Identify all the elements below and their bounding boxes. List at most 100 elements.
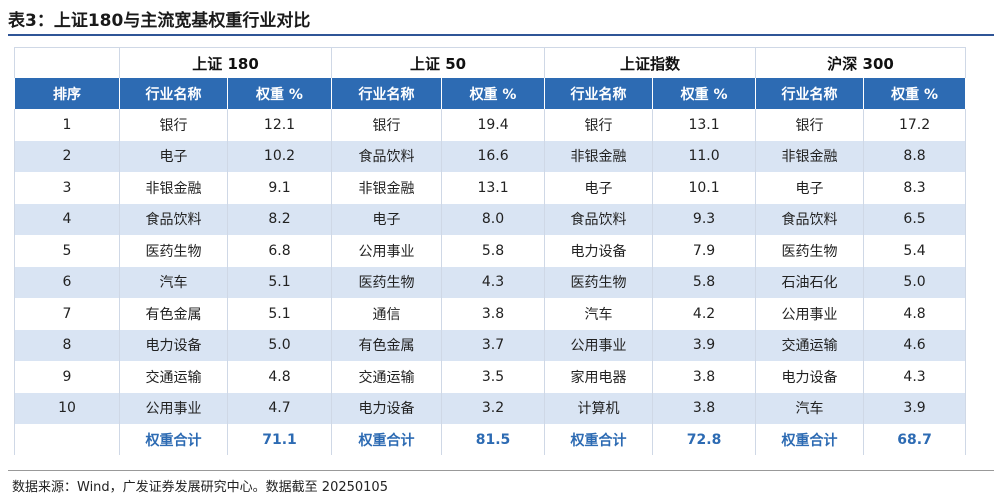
weight-cell: 4.3 bbox=[441, 266, 546, 298]
industry-cell: 食品饮料 bbox=[331, 140, 443, 172]
industry-cell: 通信 bbox=[331, 298, 443, 330]
group-sse-composite: 上证指数 bbox=[544, 47, 757, 78]
col-weight: 权重 % bbox=[441, 78, 546, 109]
weights-table: 上证 180 上证 50 上证指数 沪深 300 排序 行业名称 权重 % 行业… bbox=[14, 47, 967, 455]
totals-value: 71.1 bbox=[226, 424, 333, 455]
industry-cell: 医药生物 bbox=[544, 266, 654, 298]
industry-cell: 电子 bbox=[119, 140, 228, 172]
col-weight: 权重 % bbox=[863, 78, 967, 109]
industry-cell: 食品饮料 bbox=[119, 203, 228, 235]
industry-cell: 医药生物 bbox=[119, 235, 228, 267]
weight-cell: 3.9 bbox=[863, 392, 967, 424]
industry-cell: 银行 bbox=[755, 109, 865, 141]
col-rank: 排序 bbox=[14, 78, 120, 109]
table-row: 9 交通运输 4.8 交通运输 3.5 家用电器 3.8 电力设备 4.3 bbox=[14, 361, 967, 393]
rank-cell: 1 bbox=[14, 109, 120, 141]
weight-cell: 10.1 bbox=[652, 172, 757, 204]
weight-cell: 4.6 bbox=[863, 329, 967, 361]
industry-cell: 石油石化 bbox=[755, 266, 865, 298]
weight-cell: 7.9 bbox=[652, 235, 757, 267]
table-title: 表3：上证180与主流宽基权重行业对比 bbox=[8, 11, 311, 31]
totals-label: 权重合计 bbox=[119, 424, 228, 455]
weight-cell: 3.8 bbox=[652, 361, 757, 393]
industry-cell: 交通运输 bbox=[119, 361, 228, 393]
industry-cell: 非银金融 bbox=[331, 172, 443, 204]
group-csi300: 沪深 300 bbox=[755, 47, 967, 78]
industry-cell: 有色金属 bbox=[331, 329, 443, 361]
table-row: 1 银行 12.1 银行 19.4 银行 13.1 银行 17.2 bbox=[14, 109, 967, 141]
table-row: 7 有色金属 5.1 通信 3.8 汽车 4.2 公用事业 4.8 bbox=[14, 298, 967, 330]
industry-cell: 交通运输 bbox=[331, 361, 443, 393]
table-row: 10 公用事业 4.7 电力设备 3.2 计算机 3.8 汽车 3.9 bbox=[14, 392, 967, 424]
table-row: 2 电子 10.2 食品饮料 16.6 非银金融 11.0 非银金融 8.8 bbox=[14, 140, 967, 172]
rank-cell: 7 bbox=[14, 298, 120, 330]
col-weight: 权重 % bbox=[652, 78, 757, 109]
industry-cell: 医药生物 bbox=[331, 266, 443, 298]
weight-cell: 5.8 bbox=[652, 266, 757, 298]
totals-blank bbox=[14, 424, 120, 455]
weight-cell: 12.1 bbox=[226, 109, 333, 141]
col-industry: 行业名称 bbox=[544, 78, 654, 109]
weight-cell: 3.8 bbox=[652, 392, 757, 424]
table-row: 3 非银金融 9.1 非银金融 13.1 电子 10.1 电子 8.3 bbox=[14, 172, 967, 204]
column-header-row: 排序 行业名称 权重 % 行业名称 权重 % 行业名称 权重 % 行业名称 权重… bbox=[14, 78, 967, 109]
industry-cell: 公用事业 bbox=[331, 235, 443, 267]
table-row: 6 汽车 5.1 医药生物 4.3 医药生物 5.8 石油石化 5.0 bbox=[14, 266, 967, 298]
weight-cell: 5.1 bbox=[226, 298, 333, 330]
weight-cell: 5.8 bbox=[441, 235, 546, 267]
industry-cell: 汽车 bbox=[755, 392, 865, 424]
weight-cell: 19.4 bbox=[441, 109, 546, 141]
rank-cell: 4 bbox=[14, 203, 120, 235]
industry-cell: 汽车 bbox=[119, 266, 228, 298]
industry-cell: 银行 bbox=[119, 109, 228, 141]
weight-cell: 5.4 bbox=[863, 235, 967, 267]
col-industry: 行业名称 bbox=[119, 78, 228, 109]
industry-cell: 非银金融 bbox=[119, 172, 228, 204]
totals-row: 权重合计 71.1 权重合计 81.5 权重合计 72.8 权重合计 68.7 bbox=[14, 424, 967, 455]
weight-cell: 13.1 bbox=[652, 109, 757, 141]
weight-cell: 17.2 bbox=[863, 109, 967, 141]
industry-cell: 电力设备 bbox=[331, 392, 443, 424]
footer-divider bbox=[8, 470, 994, 471]
weight-cell: 5.0 bbox=[863, 266, 967, 298]
rank-cell: 6 bbox=[14, 266, 120, 298]
weight-cell: 3.8 bbox=[441, 298, 546, 330]
rank-cell: 10 bbox=[14, 392, 120, 424]
weight-cell: 8.3 bbox=[863, 172, 967, 204]
industry-cell: 电力设备 bbox=[119, 329, 228, 361]
industry-cell: 有色金属 bbox=[119, 298, 228, 330]
rank-cell: 5 bbox=[14, 235, 120, 267]
industry-cell: 电子 bbox=[331, 203, 443, 235]
industry-cell: 银行 bbox=[544, 109, 654, 141]
col-industry: 行业名称 bbox=[331, 78, 443, 109]
industry-cell: 汽车 bbox=[544, 298, 654, 330]
industry-cell: 家用电器 bbox=[544, 361, 654, 393]
weight-cell: 13.1 bbox=[441, 172, 546, 204]
weight-cell: 8.0 bbox=[441, 203, 546, 235]
col-industry: 行业名称 bbox=[755, 78, 865, 109]
weight-cell: 6.8 bbox=[226, 235, 333, 267]
weight-cell: 3.9 bbox=[652, 329, 757, 361]
totals-value: 72.8 bbox=[652, 424, 757, 455]
weight-cell: 3.2 bbox=[441, 392, 546, 424]
industry-cell: 电力设备 bbox=[544, 235, 654, 267]
table-body: 1 银行 12.1 银行 19.4 银行 13.1 银行 17.2 2 电子 10.2 食品饮料 16.6… bbox=[14, 109, 967, 455]
rank-cell: 3 bbox=[14, 172, 120, 204]
industry-cell: 非银金融 bbox=[544, 140, 654, 172]
group-sse180: 上证 180 bbox=[118, 47, 333, 78]
industry-cell: 公用事业 bbox=[755, 298, 865, 330]
industry-cell: 食品饮料 bbox=[755, 203, 865, 235]
rank-cell: 9 bbox=[14, 361, 120, 393]
industry-cell: 医药生物 bbox=[755, 235, 865, 267]
weight-cell: 3.5 bbox=[441, 361, 546, 393]
weight-cell: 3.7 bbox=[441, 329, 546, 361]
group-header-row: 上证 180 上证 50 上证指数 沪深 300 bbox=[14, 47, 967, 78]
totals-value: 81.5 bbox=[441, 424, 546, 455]
industry-cell: 食品饮料 bbox=[544, 203, 654, 235]
rank-cell: 8 bbox=[14, 329, 120, 361]
industry-cell: 非银金融 bbox=[755, 140, 865, 172]
weight-cell: 11.0 bbox=[652, 140, 757, 172]
title-divider bbox=[8, 34, 994, 36]
table-row: 4 食品饮料 8.2 电子 8.0 食品饮料 9.3 食品饮料 6.5 bbox=[14, 203, 967, 235]
group-blank bbox=[14, 47, 120, 78]
